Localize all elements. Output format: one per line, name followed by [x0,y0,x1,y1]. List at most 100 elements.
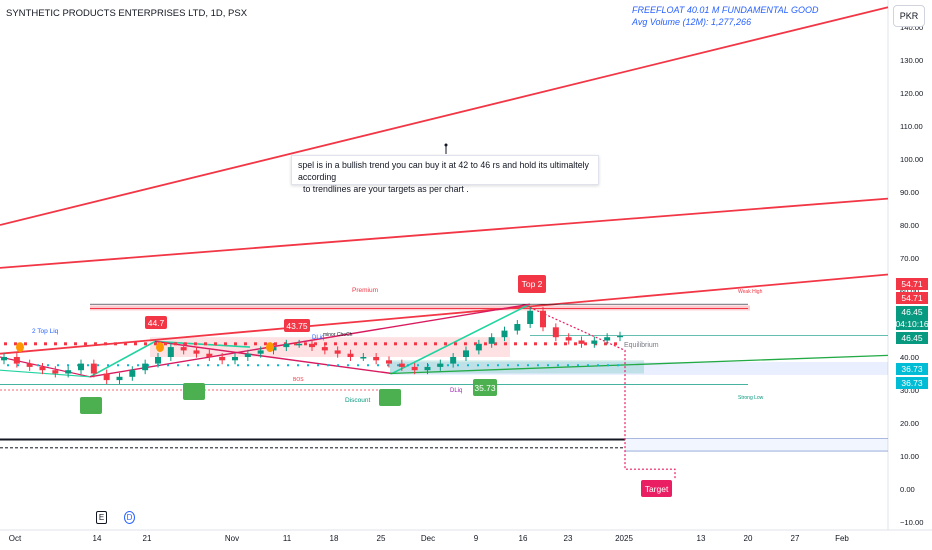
box-high-label-1: 44.7 [145,316,167,329]
level-dot-red [34,342,37,346]
x-tick-label: Oct [9,534,22,543]
currency-button[interactable]: PKR [893,5,925,27]
level-dot-cyan [267,364,269,367]
earnings-event-icon[interactable]: E [96,511,107,524]
candle-body [257,350,264,354]
level-dot-cyan [397,364,399,367]
bos-label: BOS [293,377,304,383]
y-tick-label: −10.00 [900,518,923,527]
level-dot-red [374,342,377,346]
x-tick-label: 27 [791,534,800,543]
minor-choch-label: minor ChoCh [323,332,353,338]
trendline-channel [0,197,889,269]
level-dot-red [584,342,587,346]
signal-marker-icon [156,342,164,353]
level-dot-red [534,342,537,346]
y-tick-label: 10.00 [900,452,919,461]
candle-body [527,310,534,324]
level-dot-red [574,342,577,346]
level-dot-red [414,342,417,346]
candle-body [334,350,341,354]
dividend-event-icon[interactable]: D [124,511,135,524]
level-dot-cyan [297,364,299,367]
y-tick-label: 110.00 [900,122,923,131]
y-tick-label: 70.00 [900,254,919,263]
note-anchor-dot [444,143,448,147]
level-dot-red [394,342,397,346]
level-dot-cyan [587,364,589,367]
x-tick-label: 21 [143,534,152,543]
level-dot-red [94,342,97,346]
x-tick-label: Dec [421,534,435,543]
candle-body [591,340,598,344]
level-dot-cyan [47,364,49,367]
level-dot-cyan [417,364,419,367]
level-dot-red [434,342,437,346]
candle-body [373,357,380,361]
structure-line-magenta-2 [154,340,393,375]
target-zone [625,438,888,452]
y-tick-label: 0.00 [900,485,915,494]
level-dot-red [144,342,147,346]
level-dot-cyan [337,364,339,367]
level-dot-cyan [97,364,99,367]
equilibrium-label: Equilibrium [624,342,659,349]
level-dot-cyan [477,364,479,367]
level-dot-cyan [527,364,529,367]
candle-body [39,366,46,371]
current-price-tag: 46.45 [896,306,928,318]
candle-body [13,357,20,364]
level-dot-cyan [107,364,109,367]
level-dot-red [104,342,107,346]
x-tick-label: 2025 [615,534,633,543]
level-dot-red [254,342,257,346]
note-line-1: spel is in a bullish trend you can buy i… [298,160,589,182]
target-projection-line [529,306,676,480]
candle-body [116,376,123,381]
level-dot-red [264,342,267,346]
y-tick-label: 40.00 [900,353,919,362]
level-dot-cyan [467,364,469,367]
level-dot-red [564,342,567,346]
level-dot-red [424,342,427,346]
structure-line-green-3 [0,369,91,378]
low-callout-1 [80,397,102,414]
level-dot-red [154,342,157,346]
level-dot-red [114,342,117,346]
level-dot-red [324,342,327,346]
candle-body [206,353,213,357]
candle-body [283,343,290,348]
level-dot-cyan [17,364,19,367]
level-dot-cyan [307,364,309,367]
signal-marker-icon [16,342,24,353]
level-dot-cyan [367,364,369,367]
candle-body [565,337,572,341]
low-callout-3 [379,389,401,406]
discount-zone [390,361,888,375]
level-dot-cyan [517,364,519,367]
level-dot-cyan [377,364,379,367]
chart-note[interactable]: spel is in a bullish trend you can buy i… [291,155,599,194]
level-dot-cyan [457,364,459,367]
premium-label: Premium [352,287,378,294]
candle-body [78,363,84,371]
level-dot-red [604,342,607,346]
level-dot-cyan [67,364,69,367]
trendline-channel [0,273,889,355]
level-dot-red [74,342,77,346]
y-tick-label: 80.00 [900,221,919,230]
premium-price-tag: 54.71 [896,292,928,304]
candle-body [360,357,367,359]
level-dot-red [204,342,207,346]
level-dot-cyan [567,364,569,367]
candle-body [90,363,97,374]
candle-body [103,373,110,381]
level-dot-cyan [7,364,9,367]
level-dot-cyan [177,364,179,367]
low-callout-2 [183,383,205,400]
top2-callout: Top 2 [518,275,546,293]
x-tick-label: 13 [697,534,706,543]
level-dot-red [184,342,187,346]
candle-body [437,363,444,367]
